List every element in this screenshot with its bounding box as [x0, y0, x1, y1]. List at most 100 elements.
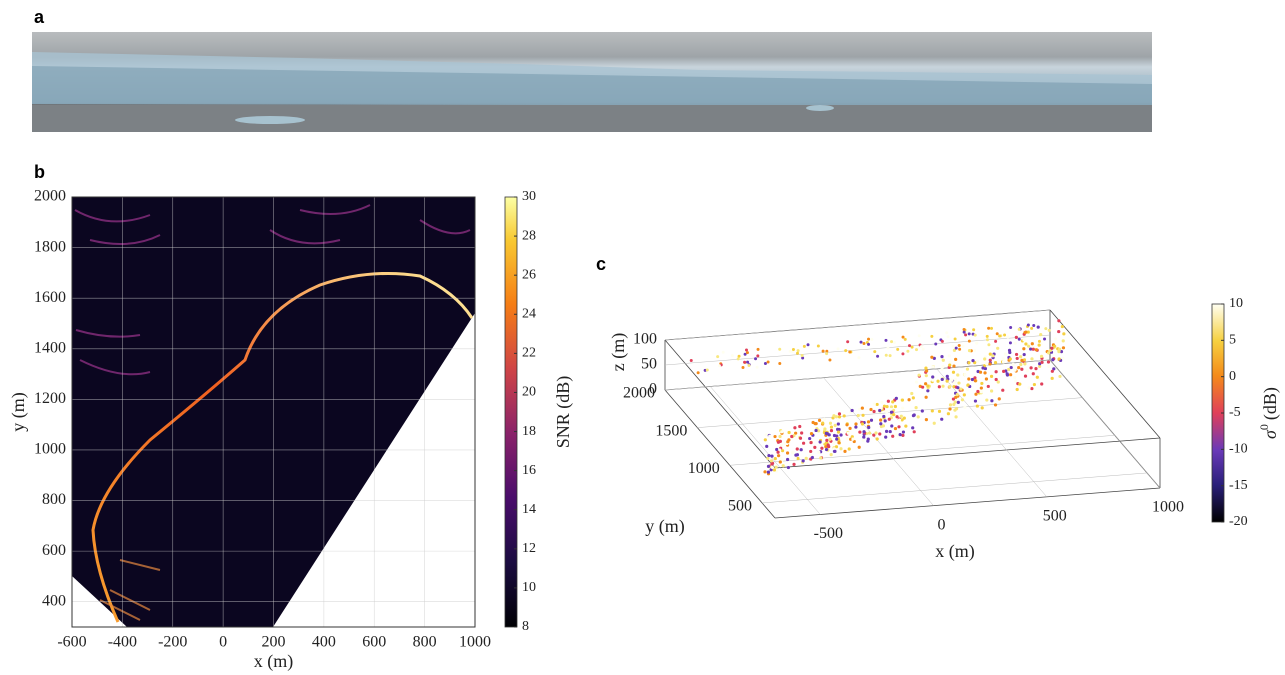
panel-label: c: [596, 254, 606, 274]
decor-point: [979, 390, 983, 394]
decor-point: [940, 417, 944, 421]
decor-point: [884, 338, 888, 342]
decor-point: [828, 421, 833, 425]
decor-point: [941, 384, 945, 388]
decor-point: [809, 432, 814, 436]
decor-point: [957, 344, 961, 348]
decor-point: [869, 407, 873, 412]
decor-point: [843, 449, 847, 453]
decor-point: [989, 389, 994, 393]
y-tick-label: 400: [42, 592, 66, 609]
decor-point: [1050, 369, 1054, 373]
decor-point: [717, 364, 721, 368]
decor-point: [744, 348, 748, 352]
decor-point: [866, 420, 871, 424]
decor-point: [849, 437, 853, 441]
decor-point: [1046, 360, 1051, 364]
decor-point: [985, 398, 989, 402]
decor-point: [919, 345, 923, 349]
decor-point: [907, 344, 911, 348]
decor-point: [810, 455, 814, 460]
decor-point: [984, 377, 989, 381]
y-tick-label: 1000: [34, 441, 66, 458]
decor-point: [737, 354, 741, 358]
decor-point: [861, 413, 865, 417]
decor-point: [991, 354, 995, 358]
decor-point: [1014, 352, 1019, 357]
decor-point: [790, 434, 794, 439]
decor-point: [778, 434, 782, 439]
decor-point: [966, 383, 970, 387]
decor-point: [886, 399, 890, 403]
decor-point: [1006, 335, 1010, 339]
decor-point: [901, 430, 906, 434]
decor-point: [785, 457, 790, 462]
decor-point: [1039, 332, 1043, 337]
decor-point: [1052, 367, 1056, 371]
decor-point: [790, 450, 795, 455]
decor-point: [945, 331, 949, 335]
decor-point: [1024, 342, 1028, 346]
decor-point: [802, 344, 806, 348]
decor-point: [953, 400, 957, 404]
decor-point: [892, 413, 896, 417]
decor-point: [1015, 356, 1019, 361]
decor-point: [809, 449, 813, 454]
decor-point: [971, 359, 975, 363]
decor-point: [833, 423, 837, 427]
decor-point: [974, 392, 978, 396]
y-tick-label: 1600: [34, 289, 66, 306]
decor-point: [766, 464, 771, 468]
decor-point: [880, 400, 884, 405]
decor-point: [904, 424, 908, 428]
y-tick-label: 1200: [34, 390, 66, 407]
x-tick-label: -500: [814, 525, 843, 542]
decor-point: [884, 429, 889, 433]
decor-point: [957, 381, 961, 385]
decor-point: [893, 426, 898, 431]
decor-point: [793, 426, 797, 430]
decor-point: [953, 377, 958, 382]
decor-point: [1025, 369, 1029, 373]
decor-point: [878, 432, 882, 436]
decor-point: [989, 374, 994, 379]
decor-point: [1018, 382, 1022, 386]
decor-point: [926, 384, 930, 388]
decor-point: [1023, 362, 1027, 366]
decor-point: [907, 398, 911, 402]
decor-point: [866, 437, 870, 441]
decor-point: [891, 400, 895, 404]
decor-point: [867, 342, 871, 346]
axes-edge: [664, 339, 776, 469]
decor-point: [874, 431, 878, 435]
decor-point: [967, 332, 971, 336]
decor-point: [976, 389, 980, 394]
decor-point: [845, 437, 850, 441]
decor-point: [994, 377, 998, 382]
decor-point: [967, 361, 971, 365]
decor-point: [1038, 364, 1042, 368]
decor-point: [1057, 350, 1061, 354]
decor-point: [948, 360, 952, 364]
decor-point: [912, 430, 916, 434]
decor-point: [900, 418, 904, 422]
decor-point: [817, 418, 822, 422]
decor-point: [1027, 386, 1031, 390]
decor-point: [924, 374, 928, 378]
colorbar-tick-label: 16: [522, 463, 536, 478]
decor-point: [975, 359, 980, 363]
decor-point: [858, 407, 862, 411]
decor-point: [884, 435, 888, 439]
decor-point: [867, 425, 871, 430]
decor-point: [910, 345, 914, 349]
decor-point: [921, 385, 925, 389]
y-tick-label: 1400: [34, 339, 66, 356]
decor-point: [1030, 357, 1034, 361]
decor-point: [886, 346, 890, 350]
decor-point: [763, 470, 767, 474]
decor-point: [976, 369, 980, 374]
decor-point: [779, 443, 784, 447]
decor-point: [910, 391, 914, 396]
decor-point: [952, 381, 956, 385]
axes-edge: [1049, 309, 1161, 439]
